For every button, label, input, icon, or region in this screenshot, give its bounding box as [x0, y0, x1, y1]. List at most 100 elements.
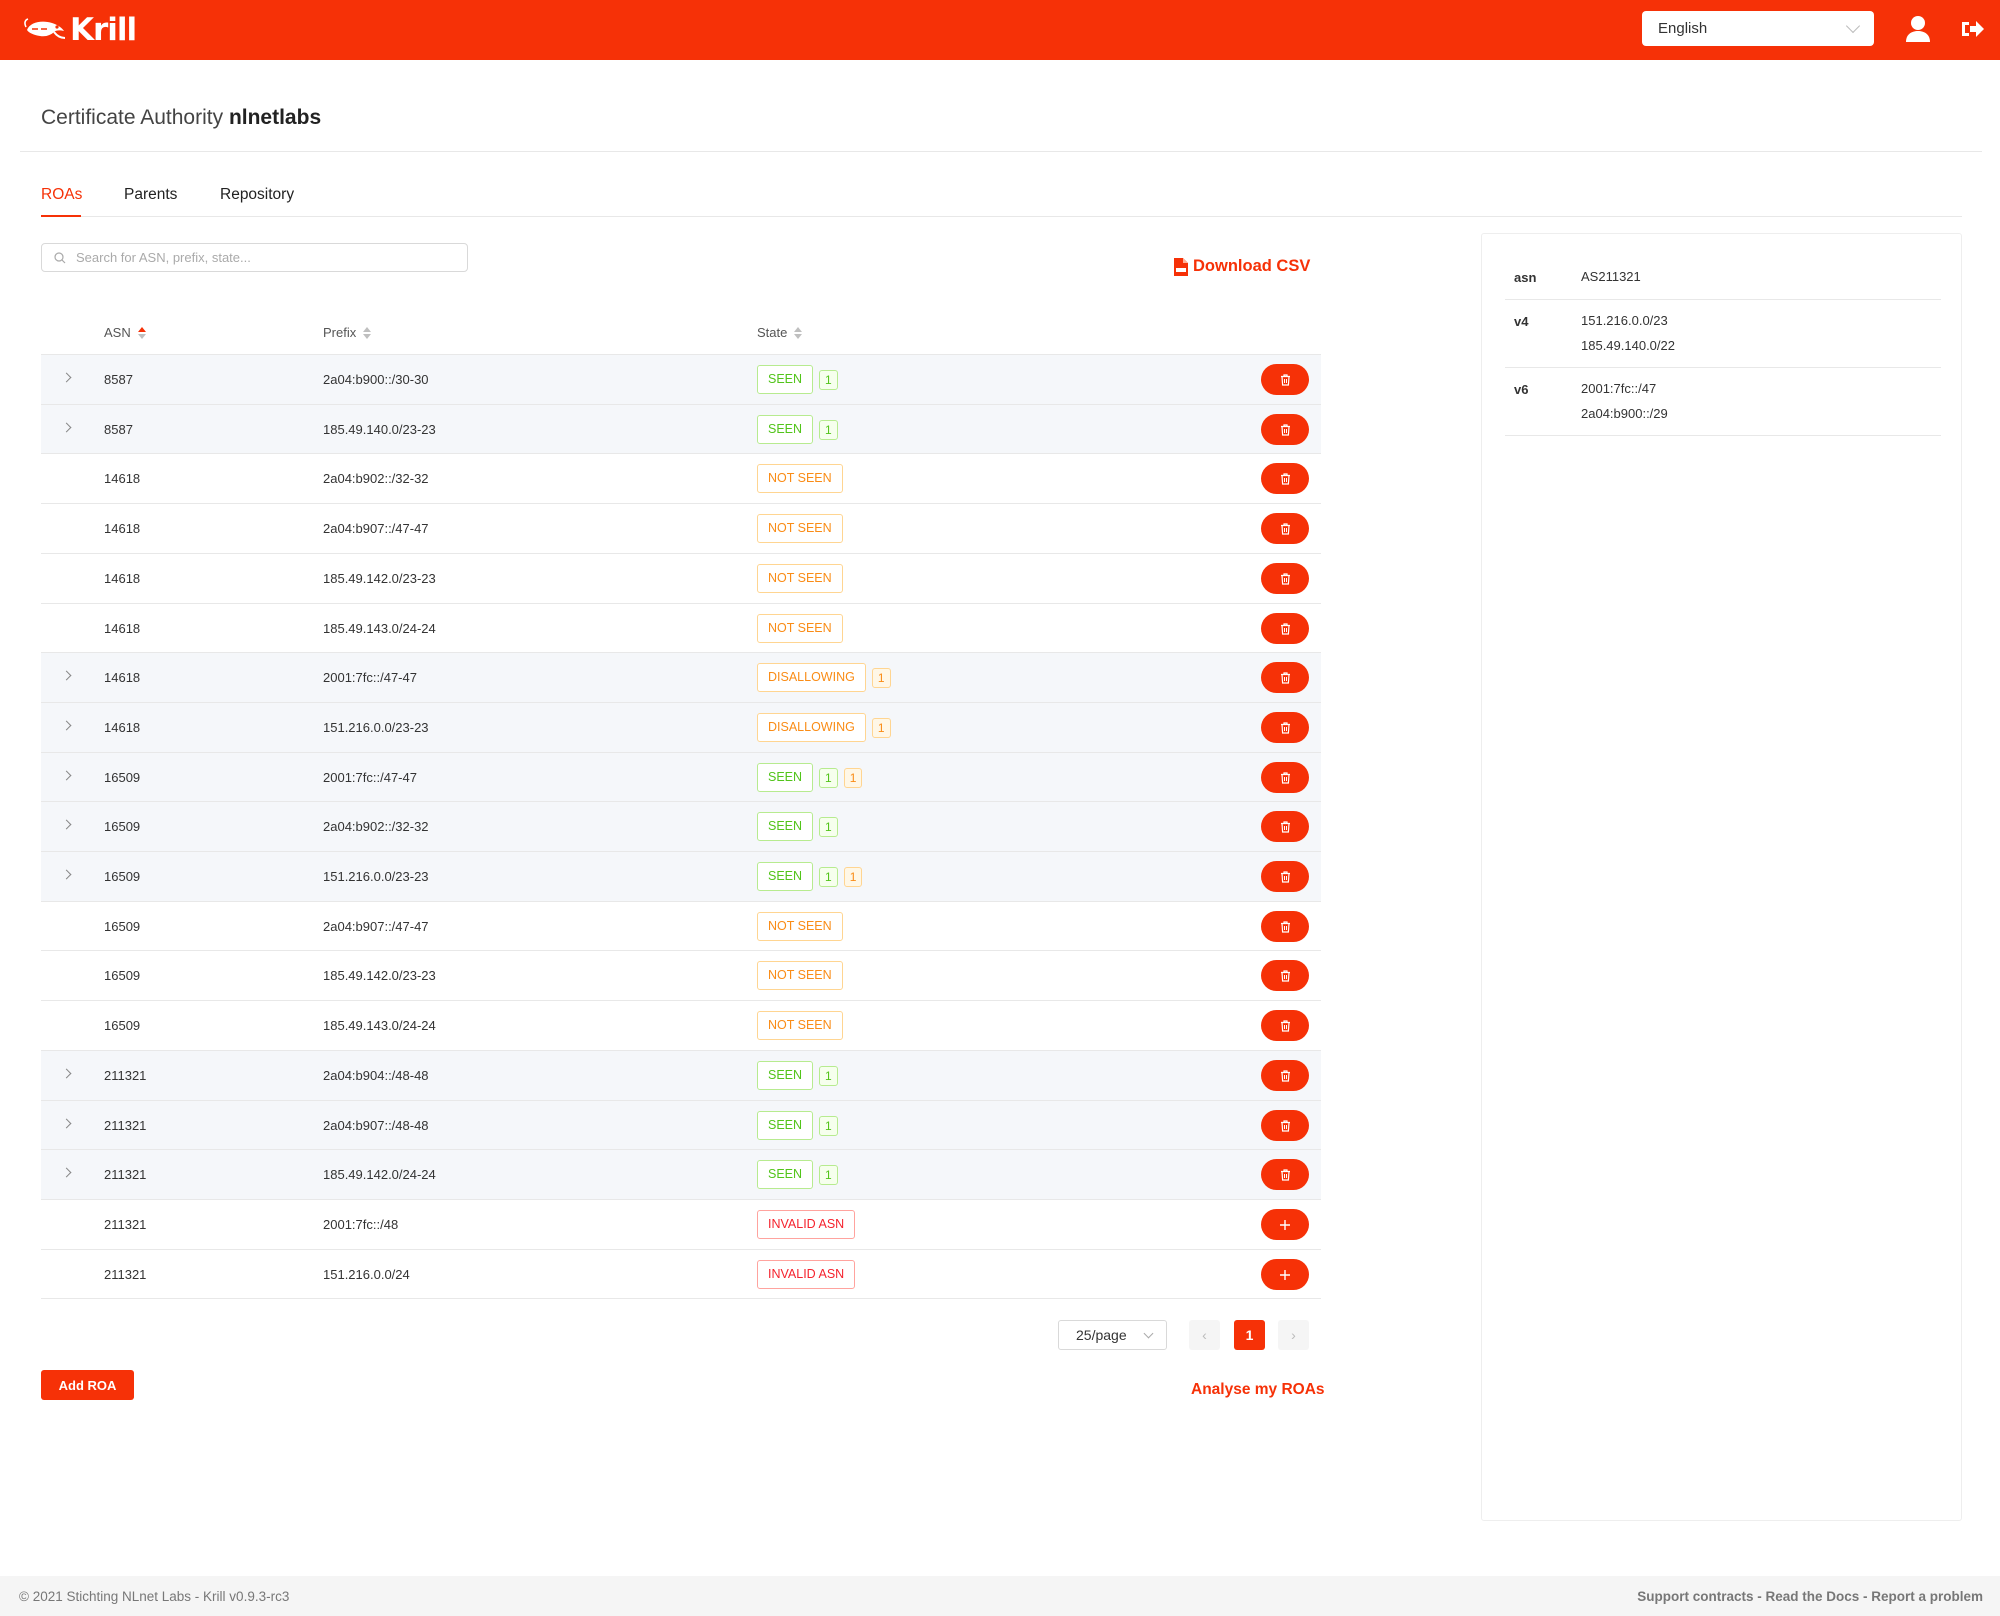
expand-row-chevron-icon[interactable] — [61, 869, 72, 880]
table-row[interactable]: 16509 151.216.0.0/23-23 SEEN 1 1 — [41, 851, 1321, 901]
asn-cell: 16509 — [104, 919, 141, 934]
delete-roa-button[interactable] — [1261, 960, 1309, 991]
delete-roa-button[interactable] — [1261, 861, 1309, 892]
state-cell: NOT SEEN — [757, 912, 843, 941]
delete-roa-button[interactable] — [1261, 463, 1309, 494]
delete-roa-button[interactable] — [1261, 513, 1309, 544]
delete-roa-button[interactable] — [1261, 911, 1309, 942]
table-row[interactable]: 8587 185.49.140.0/23-23 SEEN 1 — [41, 404, 1321, 454]
state-cell: SEEN 1 — [757, 1111, 838, 1140]
prefix-cell: 2a04:b902::/32-32 — [323, 819, 429, 834]
search-input[interactable] — [76, 250, 456, 265]
table-row[interactable]: 14618 185.49.142.0/23-23 NOT SEEN — [41, 553, 1321, 603]
delete-roa-button[interactable] — [1261, 563, 1309, 594]
column-header-prefix[interactable]: Prefix — [323, 325, 372, 340]
delete-roa-button[interactable] — [1261, 762, 1309, 793]
delete-roa-button[interactable] — [1261, 613, 1309, 644]
table-row[interactable]: 14618 2a04:b902::/32-32 NOT SEEN — [41, 453, 1321, 503]
page-size-select[interactable]: 25/page — [1058, 1320, 1167, 1350]
expand-row-chevron-icon[interactable] — [61, 1068, 72, 1079]
delete-roa-button[interactable] — [1261, 1110, 1309, 1141]
table-row[interactable]: 14618 2a04:b907::/47-47 NOT SEEN — [41, 503, 1321, 553]
table-row[interactable]: 16509 185.49.142.0/23-23 NOT SEEN — [41, 950, 1321, 1000]
prefix-cell: 2001:7fc::/48 — [323, 1217, 399, 1232]
expand-row-chevron-icon[interactable] — [61, 770, 72, 781]
announcement-count-badge[interactable]: 1 — [819, 419, 838, 440]
table-row[interactable]: 16509 2001:7fc::/47-47 SEEN 1 1 — [41, 752, 1321, 802]
add-roa-row-button[interactable] — [1261, 1209, 1309, 1240]
delete-roa-button[interactable] — [1261, 662, 1309, 693]
prev-page-button[interactable]: ‹ — [1189, 1320, 1220, 1350]
announcement-count-badge[interactable]: 1 — [871, 667, 891, 688]
detail-row-v6: v6 2001:7fc::/47 2a04:b900::/29 — [1505, 368, 1941, 436]
announcement-count-badge[interactable]: 1 — [843, 767, 863, 788]
logo[interactable]: Krill — [24, 10, 137, 50]
csv-file-icon — [1174, 257, 1188, 276]
plus-icon — [1280, 1219, 1290, 1230]
announcement-count-badge[interactable]: 1 — [819, 1065, 838, 1086]
page-1-button[interactable]: 1 — [1234, 1320, 1265, 1350]
shrimp-logo-icon — [24, 18, 66, 39]
analyse-roas-link[interactable]: Analyse my ROAs — [1191, 1381, 1325, 1398]
delete-roa-button[interactable] — [1261, 414, 1309, 445]
expand-row-chevron-icon[interactable] — [61, 372, 72, 383]
table-row[interactable]: 211321 151.216.0.0/24 INVALID ASN — [41, 1249, 1321, 1299]
search-box[interactable] — [41, 243, 468, 272]
expand-row-chevron-icon[interactable] — [61, 720, 72, 731]
prefix-cell: 2a04:b907::/47-47 — [323, 919, 429, 934]
delete-roa-button[interactable] — [1261, 1159, 1309, 1190]
table-row[interactable]: 211321 2a04:b907::/48-48 SEEN 1 — [41, 1100, 1321, 1150]
announcement-count-badge[interactable]: 1 — [819, 1164, 838, 1185]
table-row[interactable]: 211321 2001:7fc::/48 INVALID ASN — [41, 1199, 1321, 1249]
expand-row-chevron-icon[interactable] — [61, 819, 72, 830]
footer-links[interactable]: Support contracts - Read the Docs - Repo… — [1637, 1589, 1983, 1604]
add-roa-button[interactable]: Add ROA — [41, 1370, 134, 1400]
trash-icon — [1280, 1168, 1290, 1181]
expand-row-chevron-icon[interactable] — [61, 422, 72, 433]
asn-cell: 16509 — [104, 968, 141, 983]
table-row[interactable]: 16509 2a04:b907::/47-47 NOT SEEN — [41, 901, 1321, 951]
table-header: ASN Prefix State — [41, 308, 1321, 354]
delete-roa-button[interactable] — [1261, 1010, 1309, 1041]
expand-row-chevron-icon[interactable] — [61, 1118, 72, 1129]
detail-row-asn: asn AS211321 — [1505, 256, 1941, 300]
tab-parents[interactable]: Parents — [124, 186, 178, 203]
prefix-cell: 2001:7fc::/47-47 — [323, 770, 417, 785]
table-row[interactable]: 211321 2a04:b904::/48-48 SEEN 1 — [41, 1050, 1321, 1100]
announcement-count-badge[interactable]: 1 — [819, 816, 838, 837]
active-tab-indicator — [41, 215, 81, 217]
delete-roa-button[interactable] — [1261, 1060, 1309, 1091]
expand-row-chevron-icon[interactable] — [61, 1167, 72, 1178]
prefix-cell: 185.49.142.0/24-24 — [323, 1167, 436, 1182]
table-row[interactable]: 14618 185.49.143.0/24-24 NOT SEEN — [41, 603, 1321, 653]
table-row[interactable]: 8587 2a04:b900::/30-30 SEEN 1 — [41, 354, 1321, 404]
delete-roa-button[interactable] — [1261, 811, 1309, 842]
detail-value: 151.216.0.0/23 — [1581, 313, 1668, 328]
announcement-count-badge[interactable]: 1 — [819, 767, 838, 788]
column-header-state[interactable]: State — [757, 325, 803, 340]
trash-icon — [1280, 969, 1290, 982]
delete-roa-button[interactable] — [1261, 364, 1309, 395]
table-row[interactable]: 14618 151.216.0.0/23-23 DISALLOWING 1 — [41, 702, 1321, 752]
expand-row-chevron-icon[interactable] — [61, 670, 72, 681]
announcement-count-badge[interactable]: 1 — [819, 866, 838, 887]
tab-roas[interactable]: ROAs — [41, 186, 83, 203]
announcement-count-badge[interactable]: 1 — [819, 1115, 838, 1136]
column-header-asn[interactable]: ASN — [104, 325, 146, 340]
table-row[interactable]: 16509 2a04:b902::/32-32 SEEN 1 — [41, 801, 1321, 851]
announcement-count-badge[interactable]: 1 — [843, 866, 863, 887]
table-row[interactable]: 16509 185.49.143.0/24-24 NOT SEEN — [41, 1000, 1321, 1050]
delete-roa-button[interactable] — [1261, 712, 1309, 743]
search-icon — [54, 251, 66, 263]
table-row[interactable]: 211321 185.49.142.0/24-24 SEEN 1 — [41, 1149, 1321, 1199]
table-row[interactable]: 14618 2001:7fc::/47-47 DISALLOWING 1 — [41, 652, 1321, 702]
add-roa-row-button[interactable] — [1261, 1259, 1309, 1290]
user-icon[interactable] — [1904, 14, 1932, 44]
announcement-count-badge[interactable]: 1 — [871, 717, 891, 738]
logout-icon[interactable] — [1958, 14, 1986, 44]
language-select[interactable]: English — [1642, 11, 1874, 46]
next-page-button[interactable]: › — [1278, 1320, 1309, 1350]
announcement-count-badge[interactable]: 1 — [819, 369, 838, 390]
download-csv-link[interactable]: Download CSV — [1174, 257, 1310, 276]
tab-repository[interactable]: Repository — [220, 186, 295, 203]
